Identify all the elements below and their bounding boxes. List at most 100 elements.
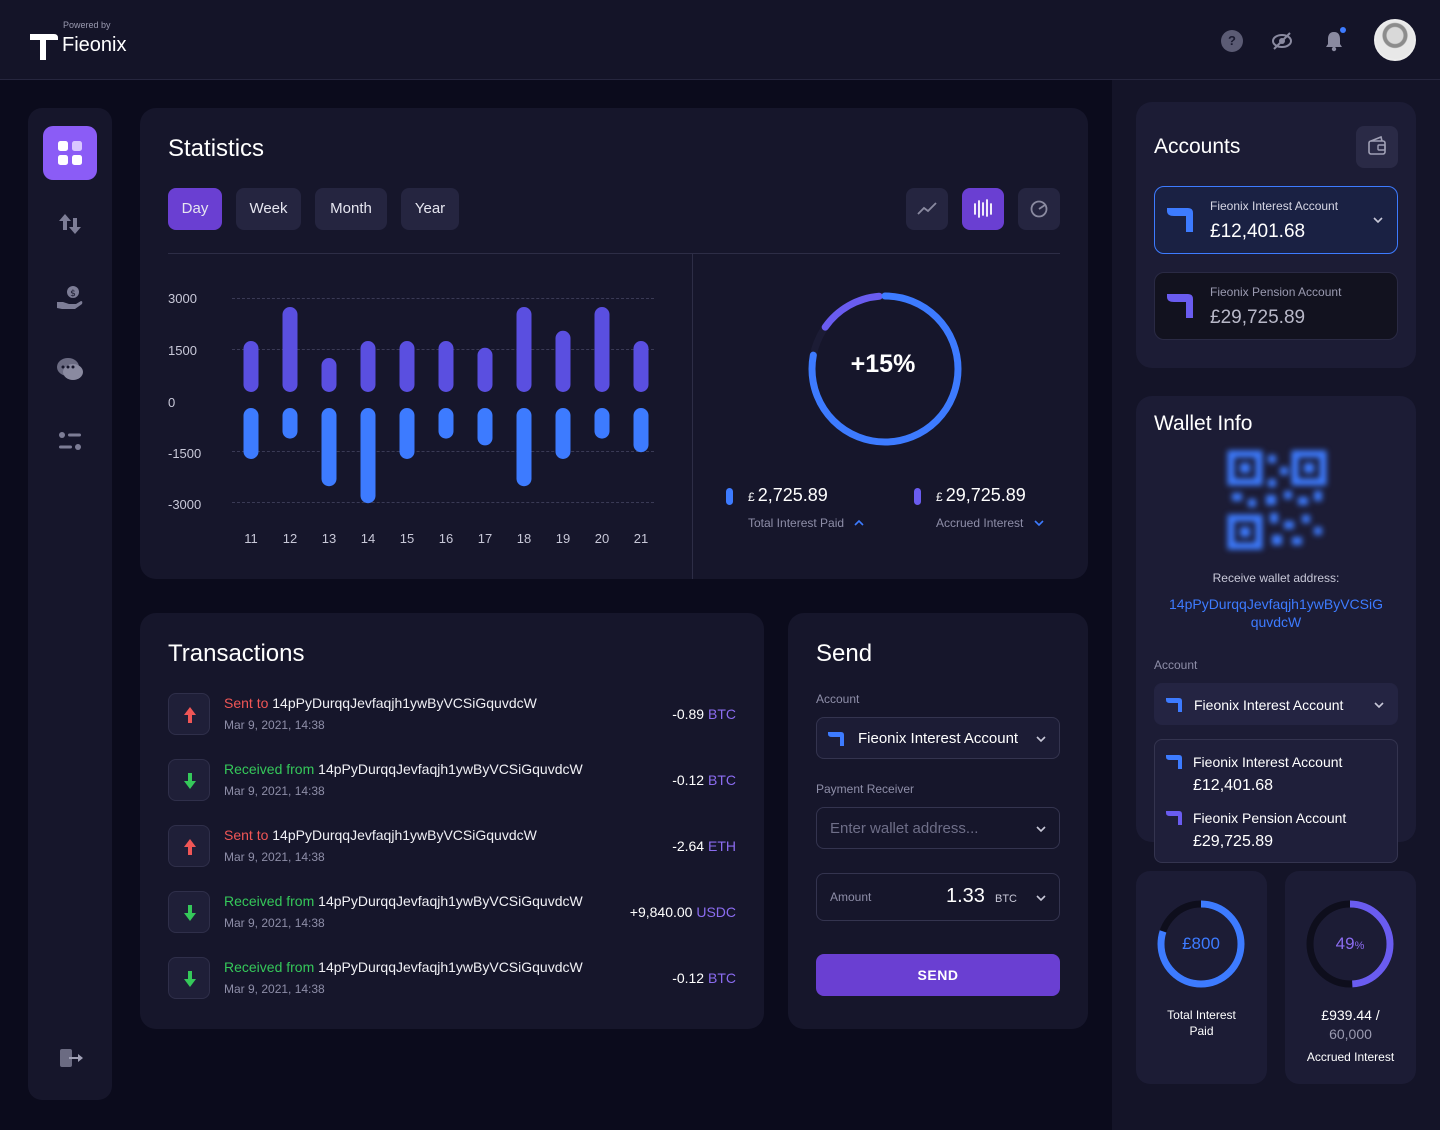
amount-value: +9,840.00 bbox=[629, 904, 693, 920]
wallet-account-value: Fieonix Interest Account bbox=[1194, 697, 1344, 713]
user-avatar[interactable] bbox=[1374, 19, 1416, 61]
period-day-tab[interactable]: Day bbox=[168, 188, 222, 230]
statistics-card bbox=[140, 108, 1088, 579]
chart-bar[interactable] bbox=[282, 408, 298, 439]
payment-receiver-label: Payment Receiver bbox=[816, 782, 915, 796]
svg-text:$: $ bbox=[70, 289, 76, 299]
total-interest-mini-caption: Paid bbox=[1189, 1024, 1214, 1038]
y-tick-label: -3000 bbox=[168, 497, 202, 512]
transaction-description[interactable]: Received from 14pPyDurqqJevfaqjh1ywByVCS… bbox=[224, 893, 583, 909]
chart-bar[interactable] bbox=[477, 347, 493, 392]
transaction-address: 14pPyDurqqJevfaqjh1ywByVCSiGquvdcW bbox=[318, 959, 583, 975]
settings-sliders-icon[interactable] bbox=[54, 425, 86, 457]
total-interest-mini-value: £800 bbox=[1182, 934, 1220, 953]
money-hand-icon[interactable]: $ bbox=[54, 282, 86, 314]
chart-bar[interactable] bbox=[594, 307, 610, 392]
wallet-qr-code[interactable] bbox=[1226, 449, 1328, 551]
wallet-account-dropdown bbox=[1154, 739, 1398, 863]
chat-icon[interactable] bbox=[54, 354, 86, 386]
amount: 2,725.89 bbox=[757, 485, 828, 505]
amount-value: -0.12 bbox=[672, 970, 705, 986]
chart-bar[interactable] bbox=[633, 341, 649, 392]
chevron-down-icon bbox=[1374, 702, 1384, 709]
chart-bar[interactable] bbox=[516, 408, 532, 487]
chart-bar[interactable] bbox=[399, 341, 415, 392]
wallet-button[interactable] bbox=[1356, 126, 1398, 168]
send-account-select[interactable]: Fieonix Interest Account bbox=[816, 717, 1060, 759]
statistics-divider bbox=[168, 253, 1060, 254]
arrow-down-icon bbox=[184, 971, 196, 987]
period-month-tab[interactable]: Month bbox=[315, 188, 387, 230]
account-card-pension[interactable] bbox=[1154, 272, 1398, 340]
chart-bar[interactable] bbox=[321, 408, 337, 487]
fieonix-account-icon bbox=[828, 732, 844, 746]
brand-name: Fieonix bbox=[62, 34, 127, 56]
send-button[interactable]: SEND bbox=[816, 954, 1060, 996]
accrued-amount-line2: 60,000 bbox=[1329, 1026, 1372, 1042]
chart-bar[interactable] bbox=[594, 408, 610, 439]
chart-bar[interactable] bbox=[360, 408, 376, 504]
chart-bar[interactable] bbox=[477, 408, 493, 446]
chart-bar[interactable] bbox=[516, 307, 532, 392]
fieonix-account-icon bbox=[1167, 208, 1193, 232]
chart-bar[interactable] bbox=[633, 408, 649, 453]
account-card-interest[interactable] bbox=[1154, 186, 1398, 254]
hide-balance-icon[interactable] bbox=[1271, 30, 1293, 52]
chart-bar[interactable] bbox=[438, 408, 454, 439]
chevron-down-icon[interactable] bbox=[1372, 216, 1384, 224]
line-chart-button[interactable] bbox=[906, 188, 948, 230]
received-transaction-icon bbox=[168, 891, 210, 933]
amount-currency: ETH bbox=[708, 838, 736, 854]
wallet-icon bbox=[1368, 135, 1386, 155]
chart-bar[interactable] bbox=[438, 341, 454, 392]
total-interest-caption[interactable]: Total Interest Paid bbox=[748, 516, 865, 530]
period-week-tab[interactable]: Week bbox=[236, 188, 301, 230]
account-balance: £29,725.89 bbox=[1210, 307, 1306, 328]
accrued-amount-line1: £939.44 / bbox=[1321, 1007, 1380, 1023]
transaction-description[interactable]: Sent to 14pPyDurqqJevfaqjh1ywByVCSiGquvd… bbox=[224, 695, 537, 711]
chart-bar[interactable] bbox=[360, 341, 376, 392]
amount-input[interactable]: Amount 1.33 BTC bbox=[816, 873, 1060, 921]
chart-bar[interactable] bbox=[555, 408, 571, 459]
chevron-down-icon bbox=[1036, 826, 1046, 833]
payment-receiver-input[interactable]: Enter wallet address... bbox=[816, 807, 1060, 849]
caption-text: Total Interest Paid bbox=[748, 516, 845, 530]
transaction-direction: Sent to bbox=[224, 827, 269, 843]
transfer-icon[interactable] bbox=[54, 208, 86, 240]
chart-bar[interactable] bbox=[243, 408, 259, 459]
wallet-address-line1[interactable]: 14pPyDurqqJevfaqjh1ywByVCSiG bbox=[1169, 596, 1383, 612]
chart-bar[interactable] bbox=[282, 307, 298, 392]
currency-symbol: £ bbox=[748, 490, 755, 504]
period-year-tab[interactable]: Year bbox=[401, 188, 459, 230]
y-tick-label: 0 bbox=[168, 395, 176, 410]
bar-chart-button[interactable] bbox=[962, 188, 1004, 230]
wallet-address-line2[interactable]: quvdcW bbox=[1250, 614, 1302, 630]
wallet-account-label: Account bbox=[1154, 658, 1198, 672]
arrow-down-icon bbox=[184, 905, 196, 921]
option-balance: £12,401.68 bbox=[1193, 777, 1274, 794]
pie-chart-button[interactable] bbox=[1018, 188, 1060, 230]
chart-bar[interactable] bbox=[321, 358, 337, 392]
chart-bar[interactable] bbox=[555, 330, 571, 392]
transaction-address: 14pPyDurqqJevfaqjh1ywByVCSiGquvdcW bbox=[318, 893, 583, 909]
transaction-description[interactable]: Received from 14pPyDurqqJevfaqjh1ywByVCS… bbox=[224, 761, 583, 777]
chevron-down-icon bbox=[1036, 736, 1046, 743]
chart-bar[interactable] bbox=[399, 408, 415, 459]
transaction-direction: Sent to bbox=[224, 695, 269, 711]
transaction-address: 14pPyDurqqJevfaqjh1ywByVCSiGquvdcW bbox=[272, 695, 537, 711]
receiver-placeholder: Enter wallet address... bbox=[830, 820, 979, 837]
dropdown-option-interest[interactable]: Fieonix Interest Account £12,401.68 bbox=[1155, 744, 1397, 798]
bar-chart-icon bbox=[974, 199, 992, 218]
logout-icon[interactable] bbox=[54, 1042, 86, 1074]
accrued-interest-caption[interactable]: Accrued Interest bbox=[936, 516, 1045, 530]
transaction-description[interactable]: Received from 14pPyDurqqJevfaqjh1ywByVCS… bbox=[224, 959, 583, 975]
nav-dashboard[interactable] bbox=[43, 126, 97, 180]
transaction-description[interactable]: Sent to 14pPyDurqqJevfaqjh1ywByVCSiGquvd… bbox=[224, 827, 537, 843]
help-icon[interactable]: ? bbox=[1221, 30, 1243, 52]
caption-text: Accrued Interest bbox=[936, 516, 1024, 530]
wallet-account-select[interactable]: Fieonix Interest Account bbox=[1154, 683, 1398, 725]
bell-icon[interactable] bbox=[1323, 30, 1345, 52]
chart-bar[interactable] bbox=[243, 341, 259, 392]
dropdown-option-pension[interactable]: Fieonix Pension Account £29,725.89 bbox=[1155, 800, 1397, 854]
amount-value: -2.64 bbox=[672, 838, 705, 854]
